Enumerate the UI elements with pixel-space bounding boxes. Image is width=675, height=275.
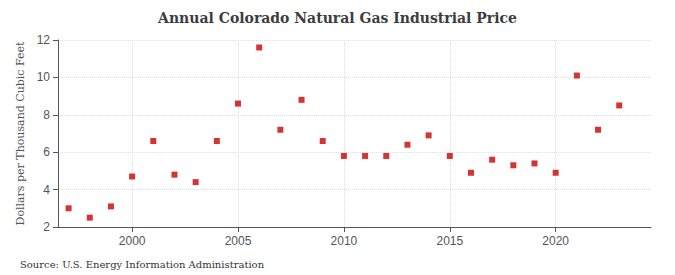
svg-text:12: 12 xyxy=(37,33,51,47)
svg-text:10: 10 xyxy=(37,70,51,84)
svg-text:2005: 2005 xyxy=(225,234,252,248)
svg-text:2020: 2020 xyxy=(542,234,569,248)
svg-text:6: 6 xyxy=(43,145,50,159)
svg-text:2: 2 xyxy=(43,220,50,234)
svg-text:2010: 2010 xyxy=(331,234,358,248)
svg-text:Source: U.S. Energy Informatio: Source: U.S. Energy Information Administ… xyxy=(20,259,265,270)
svg-text:8: 8 xyxy=(43,108,50,122)
svg-text:4: 4 xyxy=(43,183,50,197)
svg-text:2015: 2015 xyxy=(436,234,463,248)
svg-text:Dollars per Thousand Cubic Fee: Dollars per Thousand Cubic Feet xyxy=(14,41,27,225)
svg-text:Annual Colorado Natural Gas In: Annual Colorado Natural Gas Industrial P… xyxy=(157,10,517,26)
svg-text:2000: 2000 xyxy=(119,234,146,248)
